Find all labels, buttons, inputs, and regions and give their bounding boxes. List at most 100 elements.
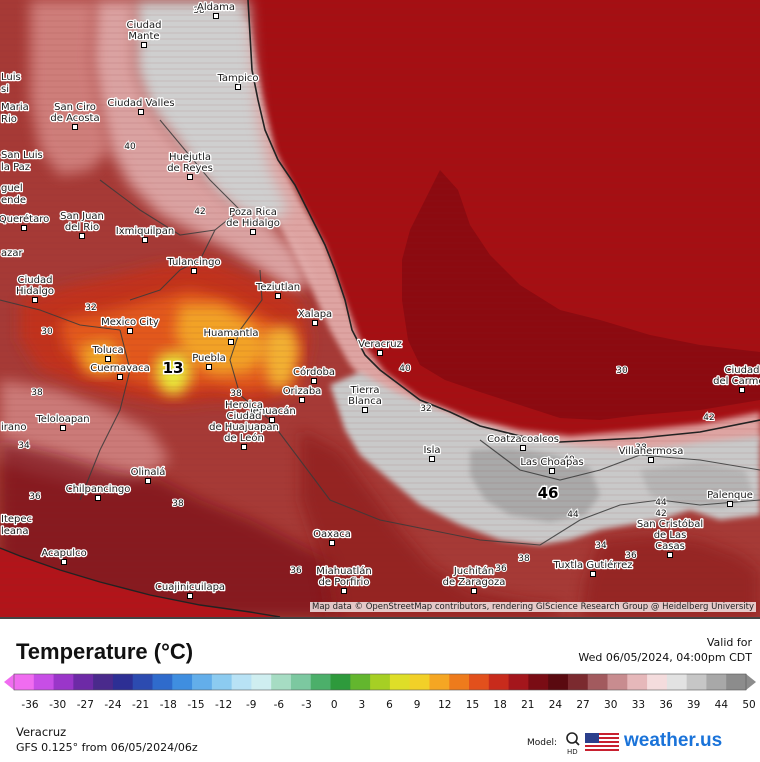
color-swatch [251, 674, 272, 690]
city-dot [241, 444, 247, 450]
city-label: Cuajinicuilapa [155, 582, 225, 593]
color-swatch [726, 674, 747, 690]
city-marker[interactable]: Ciudad Valles [106, 97, 176, 115]
edge-place-label: Maria [1, 102, 29, 113]
contour-value-label: 30 [616, 366, 628, 376]
color-swatch [587, 674, 609, 690]
city-dot [60, 425, 66, 431]
city-marker[interactable]: Puebla [191, 352, 227, 370]
contour-value-label: 40 [399, 364, 411, 374]
city-label: de Acosta [50, 113, 99, 124]
scale-tick-label: 27 [576, 699, 590, 711]
city-marker[interactable]: Veracruz [357, 338, 403, 356]
city-marker[interactable]: Olinalá [129, 465, 167, 484]
city-marker[interactable]: Aldama [196, 1, 236, 19]
city-marker[interactable]: Acapulco [40, 547, 88, 565]
color-swatch [231, 674, 253, 690]
color-swatch [192, 674, 213, 690]
city-marker[interactable]: Mexico City [100, 316, 160, 334]
city-dot [187, 174, 193, 180]
city-marker[interactable]: Villahermosa [617, 445, 685, 463]
map-attribution[interactable]: Map data © OpenStreetMap contributors, r… [310, 602, 756, 612]
city-dot [32, 297, 38, 303]
city-marker[interactable]: Tuxtla Gutiérrez [551, 558, 634, 577]
city-label: Tehuacán [247, 405, 295, 417]
city-marker[interactable]: Palenque [706, 489, 754, 507]
scale-border [13, 673, 747, 691]
temperature-map-canvas: 3840424038363830324042444442383634383638… [0, 0, 760, 617]
city-label: Acapulco [41, 548, 86, 559]
scale-tick-label: 6 [386, 699, 393, 711]
city-marker[interactable]: Las Choapas [519, 456, 585, 474]
temperature-map[interactable]: 38 40 42 40 38 36 38 30 32 40 42 44 44 42 38 36 34 38 36 38… [0, 0, 760, 617]
city-label: Casas [655, 541, 685, 552]
city-label: Miahuatlán [316, 565, 372, 577]
city-marker[interactable]: Huamantla [202, 327, 260, 345]
city-label: Mante [128, 31, 159, 42]
city-dot [299, 397, 305, 403]
city-marker[interactable]: Teloloapan [34, 413, 91, 431]
city-marker[interactable]: Orizaba [281, 385, 323, 403]
city-label: Oaxaca [313, 529, 351, 540]
city-marker[interactable]: Tampico [215, 72, 260, 90]
city-marker[interactable]: Chilpancingo [64, 483, 132, 501]
city-marker[interactable]: Cuernavaca [89, 362, 151, 380]
city-dot [213, 13, 219, 19]
city-dot [739, 387, 745, 393]
contour-value-label: 40 [124, 142, 136, 152]
brand-logo[interactable]: weather.us [624, 730, 723, 751]
city-marker[interactable]: Coatzacoalcos [486, 433, 560, 451]
color-swatch [666, 674, 688, 690]
city-label: San Juan [60, 211, 104, 222]
color-swatch [290, 674, 312, 690]
city-marker[interactable]: Xalapa [297, 308, 333, 326]
contour-value-label: 38 [193, 6, 205, 16]
scale-tick-label: -36 [21, 699, 39, 711]
city-marker[interactable]: Cuajinicuilapa [154, 581, 226, 599]
city-marker[interactable]: Córdoba [292, 365, 336, 384]
city-dot [127, 328, 133, 334]
city-marker[interactable]: Toluca [90, 344, 125, 362]
city-dot [329, 540, 335, 546]
city-marker[interactable]: Teziutlan [254, 281, 301, 299]
city-marker[interactable]: Tulancingo [165, 256, 222, 274]
scale-tick-label: -30 [49, 699, 67, 711]
svg-text:HD: HD [567, 748, 578, 755]
city-marker[interactable]: Ixmiquilpan [114, 225, 176, 243]
color-swatch [488, 674, 510, 690]
scale-tick-label: 3 [358, 699, 366, 711]
contour-value-label: 42 [194, 207, 205, 217]
city-label: del Carmen [713, 376, 760, 387]
city-label: Poza Rica [229, 207, 277, 218]
city-dot [312, 320, 318, 326]
city-marker[interactable]: Isla [422, 444, 442, 462]
city-dot [471, 588, 477, 594]
contour-value-label: 36 [29, 492, 41, 502]
scale-tick-label: 0 [330, 699, 338, 711]
color-swatch [172, 674, 193, 690]
city-marker[interactable]: Oaxaca [312, 528, 352, 546]
model-run-info: GFS 0.125° from 06/05/2024/06z [16, 741, 198, 754]
city-label: Córdoba [293, 366, 335, 378]
contour-value-label: 30 [41, 327, 53, 337]
city-label: Ixmiquilpan [116, 226, 174, 237]
city-label: Huejutla [169, 152, 211, 163]
city-marker[interactable]: Querétaro [0, 212, 51, 231]
city-marker[interactable]: Tehuacán [246, 404, 297, 423]
scale-tick-label: 44 [714, 699, 729, 711]
hd-magnifier-icon[interactable]: HD [565, 731, 581, 755]
color-swatch [152, 674, 173, 690]
